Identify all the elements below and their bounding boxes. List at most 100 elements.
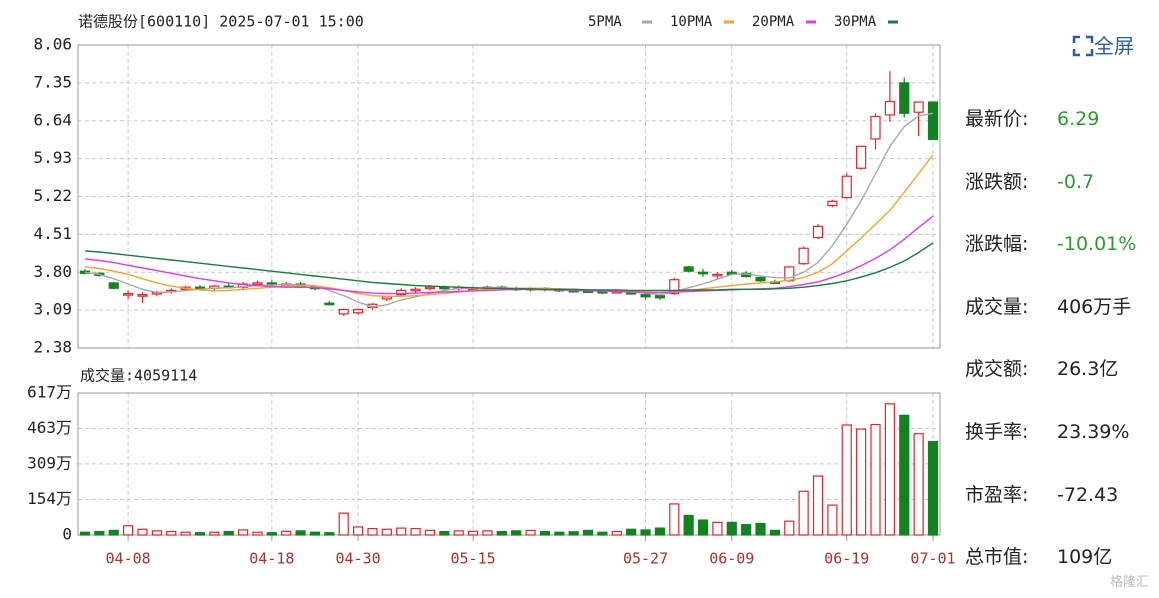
volume-bar xyxy=(856,428,867,536)
info-label: 换手率: xyxy=(965,420,1029,443)
volume-bar xyxy=(784,520,795,536)
volume-bar xyxy=(798,490,809,536)
x-tick-label: 07-01 xyxy=(910,550,955,568)
volume-bar xyxy=(137,528,148,536)
ma-line xyxy=(84,112,934,308)
y-tick-label: 3.09 xyxy=(33,300,72,319)
candle-body xyxy=(381,296,392,300)
y-tick-label: 309万 xyxy=(27,453,72,472)
candle-body xyxy=(755,276,766,282)
candle-body xyxy=(927,101,939,141)
x-tick-label: 05-15 xyxy=(450,550,495,568)
volume-bar xyxy=(726,521,737,536)
info-value: 109亿 xyxy=(1057,546,1113,569)
volume-bar xyxy=(166,530,177,536)
info-row: 涨跌幅: -10.01% xyxy=(965,229,1155,292)
y-tick-label: 617万 xyxy=(27,383,72,402)
info-value: -72.43 xyxy=(1057,483,1119,506)
fullscreen-button[interactable]: 全屏 xyxy=(1072,30,1134,59)
candle-body xyxy=(252,282,263,286)
volume-bar xyxy=(396,527,407,536)
y-tick-label: 4.51 xyxy=(33,224,72,243)
chart: 诺德股份[600110] 2025-07-01 15:00 成交量:405911… xyxy=(27,13,955,568)
candle-body xyxy=(669,279,680,295)
volume-bar xyxy=(410,527,421,536)
ma-line xyxy=(84,242,934,292)
ma-line xyxy=(84,215,934,295)
volume-bar xyxy=(295,530,306,536)
volume-bar xyxy=(123,525,134,536)
volume-bar xyxy=(453,530,464,536)
y-tick-label: 8.06 xyxy=(33,35,72,54)
volume-bar xyxy=(913,433,924,536)
volume-bar xyxy=(870,423,881,536)
info-row: 最新价: 6.29 xyxy=(965,104,1155,167)
volume-bar xyxy=(94,530,105,536)
volume-bar xyxy=(697,519,709,536)
y-tick-label: 6.64 xyxy=(33,110,72,129)
info-panel: 最新价: 6.29 涨跌额: -0.7 涨跌幅: -10.01% 成交量: 406万手 成交额:… xyxy=(965,104,1155,598)
volume-bar xyxy=(769,529,780,536)
x-tick-label: 06-09 xyxy=(709,550,754,568)
y-tick-label: 2.38 xyxy=(33,338,72,357)
volume-bar xyxy=(654,527,666,536)
volume-bar xyxy=(611,530,622,536)
candle-body xyxy=(424,286,436,290)
candle-body xyxy=(352,308,364,314)
info-row: 换手率: 23.39% xyxy=(965,417,1155,480)
fullscreen-label: 全屏 xyxy=(1094,34,1134,58)
volume-bar xyxy=(669,503,680,536)
info-value: 406万手 xyxy=(1057,295,1132,318)
volume-bar xyxy=(281,530,292,536)
candle-body xyxy=(712,273,723,277)
y-tick-label: 3.80 xyxy=(33,262,72,281)
info-label: 涨跌额: xyxy=(965,170,1029,193)
fullscreen-icon xyxy=(1072,35,1094,57)
candle-body xyxy=(812,225,824,239)
info-label: 涨跌幅: xyxy=(965,233,1029,256)
volume-bar xyxy=(841,424,852,536)
ma-line xyxy=(84,154,934,297)
volume-bar xyxy=(180,531,191,536)
candle-body xyxy=(798,247,809,265)
info-label: 成交额: xyxy=(965,358,1029,381)
x-tick-label: 04-18 xyxy=(249,550,294,568)
volume-bar xyxy=(467,530,479,536)
info-row: 市盈率: -72.43 xyxy=(965,480,1155,543)
plot-frame xyxy=(77,392,941,536)
y-tick-label: 5.22 xyxy=(33,186,72,205)
y-tick-label: 463万 xyxy=(27,418,72,437)
volume-bar xyxy=(582,529,594,536)
info-value: 23.39% xyxy=(1057,420,1130,443)
volume-bar xyxy=(755,522,766,536)
legend-label: 30PMA xyxy=(834,14,877,30)
volume-bar xyxy=(209,531,220,536)
volume-bar xyxy=(151,530,162,536)
y-tick-label: 154万 xyxy=(27,489,72,508)
volume-bar xyxy=(626,528,637,536)
volume-bar xyxy=(424,529,436,536)
candle-body xyxy=(324,302,335,306)
candle-body xyxy=(870,115,881,140)
volume-bar xyxy=(597,531,608,536)
volume-bar xyxy=(352,526,364,536)
volume-bar xyxy=(712,521,723,536)
info-row: 成交额: 26.3亿 xyxy=(965,354,1155,417)
candle-body xyxy=(856,145,867,169)
volume-bar xyxy=(568,531,579,536)
volume-bar xyxy=(79,531,91,536)
legend-label: 5PMA xyxy=(588,14,622,30)
legend-label: 10PMA xyxy=(670,14,713,30)
candle-body xyxy=(884,100,895,116)
candle-body xyxy=(899,82,910,114)
watermark: 格隆汇 xyxy=(1109,575,1149,590)
candle-body xyxy=(697,271,709,275)
volume-bar xyxy=(309,531,321,536)
y-tick-label: 0 xyxy=(62,525,72,544)
volume-bar xyxy=(511,530,522,536)
y-tick-label: 5.93 xyxy=(33,148,72,167)
candle-body xyxy=(841,175,852,199)
volume-bar xyxy=(640,529,651,536)
x-tick-label: 04-08 xyxy=(106,550,151,568)
